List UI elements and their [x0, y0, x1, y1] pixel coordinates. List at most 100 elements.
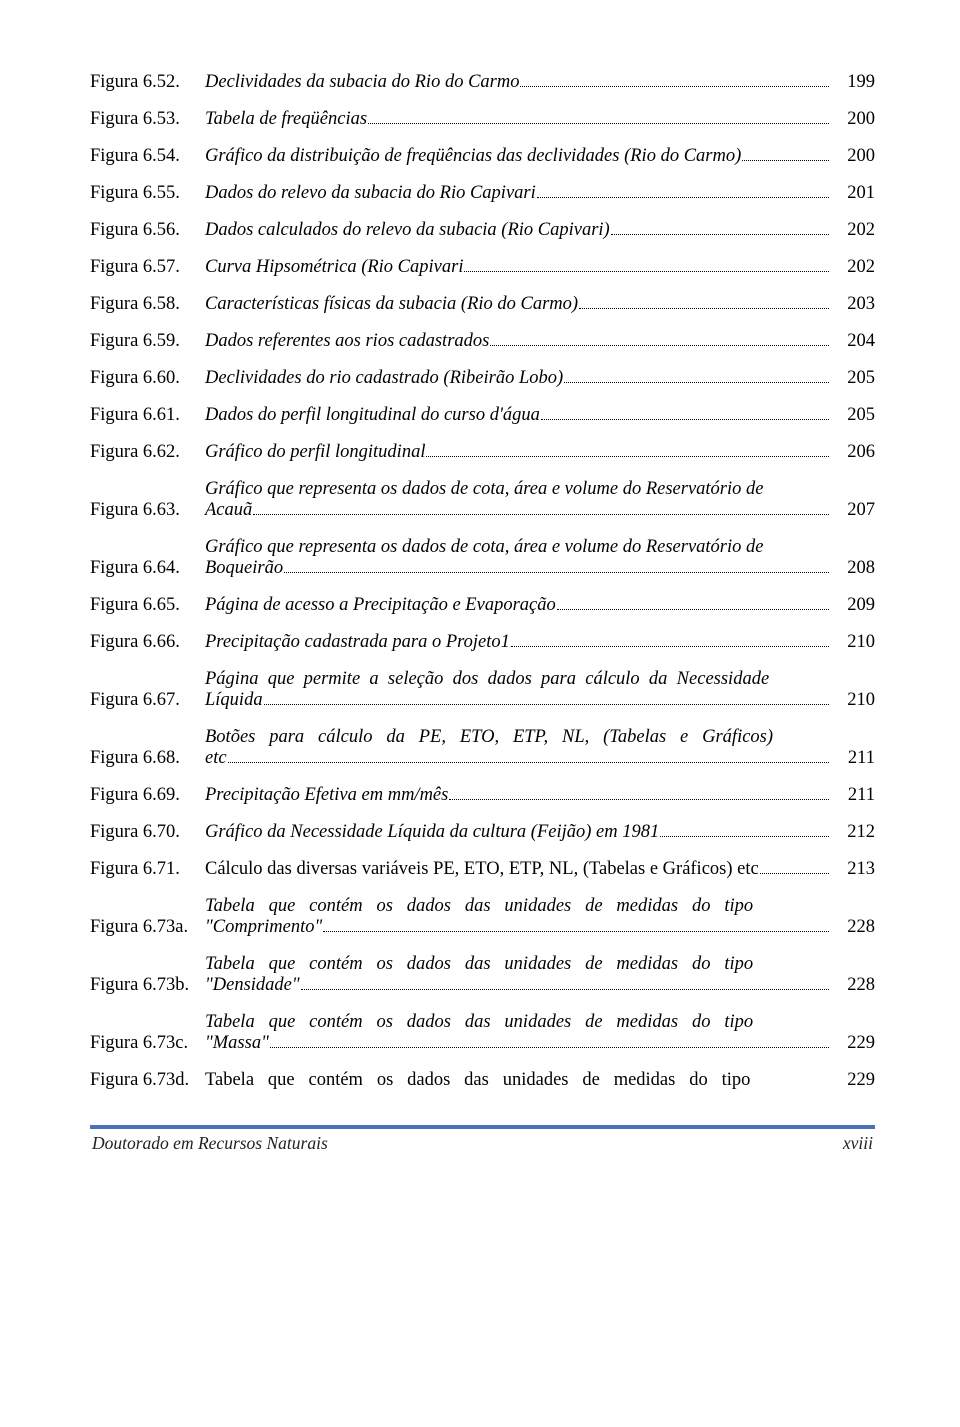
figure-entry: Figura 6.73d.Tabela que contém os dados …: [90, 1070, 875, 1091]
figure-entry: Figura 6.60.Declividades do rio cadastra…: [90, 368, 875, 389]
figure-description-text: Dados referentes aos rios cadastrados: [205, 331, 489, 352]
figure-description: Página de acesso a Precipitação e Evapor…: [205, 595, 830, 616]
figure-description: Gráfico do perfil longitudinal: [205, 442, 830, 463]
figure-description: Tabela que contém os dados das unidades …: [205, 896, 830, 938]
figure-label: Figura 6.63.: [90, 500, 205, 521]
figure-description-text: Boqueirão: [205, 558, 283, 579]
dot-leader: [611, 234, 829, 235]
figure-description: Características físicas da subacia (Rio …: [205, 294, 830, 315]
figure-description: Cálculo das diversas variáveis PE, ETO, …: [205, 859, 830, 880]
figure-label: Figura 6.60.: [90, 368, 205, 389]
page-footer: Doutorado em Recursos Naturais xviii: [90, 1125, 875, 1154]
figure-description-text: "Massa": [205, 1033, 269, 1054]
figure-label: Figura 6.69.: [90, 785, 205, 806]
figure-description-text: Gráfico da Necessidade Líquida da cultur…: [205, 822, 659, 843]
figure-description: Tabela que contém os dados das unidades …: [205, 1012, 830, 1054]
figure-description-text: Características físicas da subacia (Rio …: [205, 294, 578, 315]
figure-description-text: Líquida: [205, 690, 263, 711]
figure-entry: Figura 6.68.Botões para cálculo da PE, E…: [90, 727, 875, 769]
figure-label: Figura 6.71.: [90, 859, 205, 880]
dot-leader: [284, 572, 829, 573]
figure-label: Figura 6.61.: [90, 405, 205, 426]
figure-description-text: Gráfico que representa os dados de cota,…: [205, 479, 830, 500]
dot-leader: [301, 989, 829, 990]
figure-page-number: 201: [830, 183, 875, 204]
figure-page-number: 200: [830, 146, 875, 167]
list-of-figures: Figura 6.52.Declividades da subacia do R…: [90, 72, 875, 1091]
figure-entry: Figura 6.64.Gráfico que representa os da…: [90, 537, 875, 579]
figure-page-number: 207: [830, 500, 875, 521]
figure-page-number: 206: [830, 442, 875, 463]
figure-description: Tabela que contém os dados das unidades …: [205, 954, 830, 996]
figure-entry: Figura 6.54.Gráfico da distribuição de f…: [90, 146, 875, 167]
figure-entry: Figura 6.55.Dados do relevo da subacia d…: [90, 183, 875, 204]
figure-label: Figura 6.53.: [90, 109, 205, 130]
figure-label: Figura 6.64.: [90, 558, 205, 579]
figure-entry: Figura 6.71.Cálculo das diversas variáve…: [90, 859, 875, 880]
dot-leader: [368, 123, 829, 124]
dot-leader: [742, 160, 829, 161]
dot-leader: [511, 646, 829, 647]
dot-leader: [541, 419, 829, 420]
figure-description-text: Precipitação cadastrada para o Projeto1: [205, 632, 510, 653]
figure-entry: Figura 6.52.Declividades da subacia do R…: [90, 72, 875, 93]
figure-description: Dados calculados do relevo da subacia (R…: [205, 220, 830, 241]
figure-label: Figura 6.73a.: [90, 917, 205, 938]
figure-entry: Figura 6.61.Dados do perfil longitudinal…: [90, 405, 875, 426]
figure-description: Página que permite a seleção dos dados p…: [205, 669, 830, 711]
dot-leader: [464, 271, 829, 272]
figure-page-number: 210: [830, 632, 875, 653]
figure-description-text: Tabela de freqüências: [205, 109, 367, 130]
figure-description: Gráfico que representa os dados de cota,…: [205, 537, 830, 579]
figure-page-number: 229: [830, 1033, 875, 1054]
figure-description-text: Declividades da subacia do Rio do Carmo: [205, 72, 519, 93]
figure-label: Figura 6.68.: [90, 748, 205, 769]
figure-description: Declividades da subacia do Rio do Carmo: [205, 72, 830, 93]
figure-entry: Figura 6.67.Página que permite a seleção…: [90, 669, 875, 711]
figure-page-number: 211: [830, 785, 875, 806]
dot-leader: [264, 704, 829, 705]
figure-description-text: etc: [205, 748, 227, 769]
figure-entry: Figura 6.66.Precipitação cadastrada para…: [90, 632, 875, 653]
figure-description-text: Tabela que contém os dados das unidades …: [205, 954, 830, 975]
figure-label: Figura 6.58.: [90, 294, 205, 315]
figure-description-text: Botões para cálculo da PE, ETO, ETP, NL,…: [205, 727, 830, 748]
figure-description-text: Curva Hipsométrica (Rio Capivari: [205, 257, 463, 278]
figure-description-text: Dados calculados do relevo da subacia (R…: [205, 220, 610, 241]
figure-page-number: 208: [830, 558, 875, 579]
figure-entry: Figura 6.58.Características físicas da s…: [90, 294, 875, 315]
figure-description-text: Tabela que contém os dados das unidades …: [205, 1012, 830, 1033]
figure-page-number: 228: [830, 917, 875, 938]
figure-description-text: Dados do relevo da subacia do Rio Capiva…: [205, 183, 536, 204]
figure-description-text: Dados do perfil longitudinal do curso d'…: [205, 405, 540, 426]
dot-leader: [557, 609, 829, 610]
figure-description-text: Gráfico da distribuição de freqüências d…: [205, 146, 741, 167]
dot-leader: [449, 799, 829, 800]
figure-label: Figura 6.67.: [90, 690, 205, 711]
figure-description: Dados do relevo da subacia do Rio Capiva…: [205, 183, 830, 204]
figure-page-number: 202: [830, 220, 875, 241]
figure-entry: Figura 6.56.Dados calculados do relevo d…: [90, 220, 875, 241]
dot-leader: [660, 836, 829, 837]
dot-leader: [270, 1047, 829, 1048]
figure-page-number: 211: [830, 748, 875, 769]
figure-label: Figura 6.62.: [90, 442, 205, 463]
figure-label: Figura 6.57.: [90, 257, 205, 278]
figure-description: Tabela que contém os dados das unidades …: [205, 1070, 830, 1091]
figure-description: Curva Hipsométrica (Rio Capivari: [205, 257, 830, 278]
dot-leader: [537, 197, 829, 198]
figure-description-text: Cálculo das diversas variáveis PE, ETO, …: [205, 859, 759, 880]
figure-page-number: 210: [830, 690, 875, 711]
figure-entry: Figura 6.70.Gráfico da Necessidade Líqui…: [90, 822, 875, 843]
figure-page-number: 202: [830, 257, 875, 278]
figure-page-number: 213: [830, 859, 875, 880]
figure-page-number: 205: [830, 368, 875, 389]
dot-leader: [520, 86, 829, 87]
dot-leader: [323, 931, 829, 932]
figure-description: Tabela de freqüências: [205, 109, 830, 130]
figure-description-text: Tabela que contém os dados das unidades …: [205, 1070, 830, 1091]
dot-leader: [490, 345, 829, 346]
figure-description-text: Página que permite a seleção dos dados p…: [205, 669, 830, 690]
figure-description: Precipitação cadastrada para o Projeto1: [205, 632, 830, 653]
figure-entry: Figura 6.73c.Tabela que contém os dados …: [90, 1012, 875, 1054]
